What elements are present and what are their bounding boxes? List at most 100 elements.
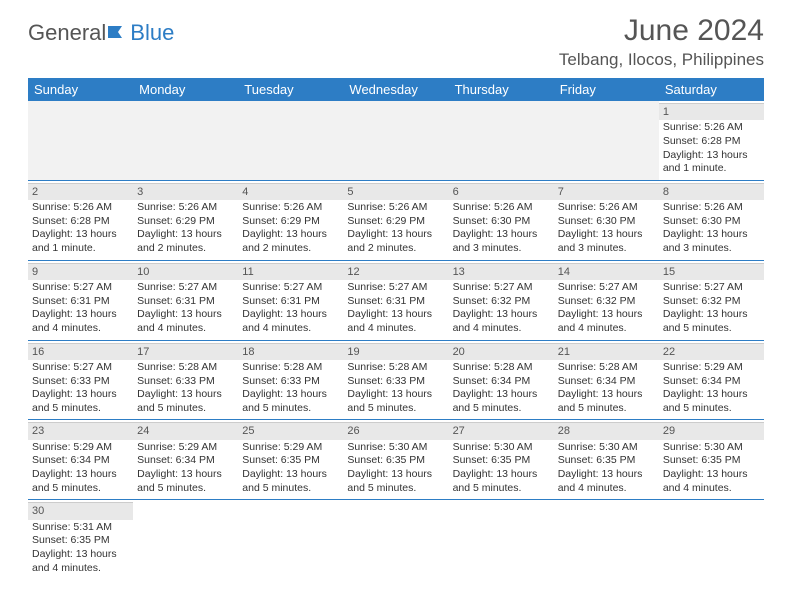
cell-line: Sunrise: 5:29 AM	[137, 441, 234, 455]
cell-line: Sunset: 6:33 PM	[347, 375, 444, 389]
cell-content: Sunrise: 5:27 AMSunset: 6:32 PMDaylight:…	[453, 281, 550, 336]
cell-content: Sunrise: 5:30 AMSunset: 6:35 PMDaylight:…	[347, 441, 444, 496]
calendar-cell: 23Sunrise: 5:29 AMSunset: 6:34 PMDayligh…	[28, 420, 133, 500]
day-number: 24	[133, 422, 238, 439]
cell-line: Sunrise: 5:28 AM	[453, 361, 550, 375]
weekday-header: Saturday	[659, 78, 764, 101]
calendar-row: 9Sunrise: 5:27 AMSunset: 6:31 PMDaylight…	[28, 260, 764, 340]
day-number: 28	[554, 422, 659, 439]
calendar-cell: 25 Sunrise: 5:29 AMSunset: 6:35 PMDayligh…	[238, 420, 343, 500]
day-number: 14	[554, 263, 659, 280]
cell-line: Daylight: 13 hours and 5 minutes.	[137, 468, 234, 495]
cell-line: Sunset: 6:31 PM	[32, 295, 129, 309]
cell-line: Daylight: 13 hours and 2 minutes.	[347, 228, 444, 255]
cell-line: Sunset: 6:34 PM	[558, 375, 655, 389]
cell-content: Sunrise: 5:31 AMSunset: 6:35 PMDaylight:…	[32, 521, 129, 576]
cell-line: Daylight: 13 hours and 5 minutes.	[558, 388, 655, 415]
cell-content: Sunrise: 5:29 AMSunset: 6:35 PMDaylight:…	[242, 441, 339, 496]
cell-line: Sunrise: 5:27 AM	[453, 281, 550, 295]
day-number: 7	[554, 183, 659, 200]
cell-content: Sunrise: 5:28 AMSunset: 6:33 PMDaylight:…	[347, 361, 444, 416]
day-number: 13	[449, 263, 554, 280]
calendar-cell: 12Sunrise: 5:27 AMSunset: 6:31 PMDayligh…	[343, 260, 448, 340]
cell-line: Daylight: 13 hours and 5 minutes.	[347, 468, 444, 495]
cell-line: Sunset: 6:33 PM	[137, 375, 234, 389]
day-number: 18	[238, 343, 343, 360]
cell-content: Sunrise: 5:27 AMSunset: 6:32 PMDaylight:…	[663, 281, 760, 336]
cell-line: Sunset: 6:35 PM	[347, 454, 444, 468]
calendar-cell	[659, 500, 764, 579]
cell-content: Sunrise: 5:26 AMSunset: 6:29 PMDaylight:…	[347, 201, 444, 256]
calendar-cell: 28Sunrise: 5:30 AMSunset: 6:35 PMDayligh…	[554, 420, 659, 500]
cell-line: Sunrise: 5:26 AM	[32, 201, 129, 215]
cell-line: Daylight: 13 hours and 4 minutes.	[137, 308, 234, 335]
calendar-cell: 3Sunrise: 5:26 AMSunset: 6:29 PMDaylight…	[133, 180, 238, 260]
cell-line: Daylight: 13 hours and 2 minutes.	[242, 228, 339, 255]
cell-line: Sunset: 6:31 PM	[347, 295, 444, 309]
cell-line: Daylight: 13 hours and 3 minutes.	[558, 228, 655, 255]
cell-line: Sunrise: 5:26 AM	[558, 201, 655, 215]
cell-line: Sunrise: 5:30 AM	[453, 441, 550, 455]
cell-line: Daylight: 13 hours and 1 minute.	[663, 149, 760, 176]
cell-line: Sunrise: 5:27 AM	[558, 281, 655, 295]
calendar-row: 1Sunrise: 5:26 AMSunset: 6:28 PMDaylight…	[28, 101, 764, 180]
calendar-cell	[133, 101, 238, 180]
cell-line: Sunset: 6:35 PM	[32, 534, 129, 548]
calendar-cell: 20Sunrise: 5:28 AMSunset: 6:34 PMDayligh…	[449, 340, 554, 420]
cell-content: Sunrise: 5:27 AMSunset: 6:33 PMDaylight:…	[32, 361, 129, 416]
day-number: 25	[238, 422, 343, 439]
cell-line: Daylight: 13 hours and 4 minutes.	[453, 308, 550, 335]
cell-content: Sunrise: 5:28 AMSunset: 6:33 PMDaylight:…	[242, 361, 339, 416]
cell-line: Sunset: 6:29 PM	[242, 215, 339, 229]
day-number: 8	[659, 183, 764, 200]
calendar-cell	[554, 101, 659, 180]
cell-line: Daylight: 13 hours and 5 minutes.	[347, 388, 444, 415]
day-number: 6	[449, 183, 554, 200]
header: General Blue June 2024 Telbang, Ilocos, …	[28, 14, 764, 70]
calendar-cell: 10Sunrise: 5:27 AMSunset: 6:31 PMDayligh…	[133, 260, 238, 340]
cell-line: Sunrise: 5:30 AM	[558, 441, 655, 455]
cell-line: Sunset: 6:35 PM	[663, 454, 760, 468]
day-number: 2	[28, 183, 133, 200]
calendar-cell	[449, 500, 554, 579]
calendar-cell: 29Sunrise: 5:30 AMSunset: 6:35 PMDayligh…	[659, 420, 764, 500]
cell-content: Sunrise: 5:29 AMSunset: 6:34 PMDaylight:…	[137, 441, 234, 496]
calendar-cell	[554, 500, 659, 579]
cell-line: Sunset: 6:32 PM	[558, 295, 655, 309]
cell-line: Daylight: 13 hours and 5 minutes.	[663, 388, 760, 415]
cell-line: Daylight: 13 hours and 1 minute.	[32, 228, 129, 255]
cell-line: Sunrise: 5:30 AM	[663, 441, 760, 455]
cell-line: Sunset: 6:28 PM	[32, 215, 129, 229]
day-number: 10	[133, 263, 238, 280]
cell-content: Sunrise: 5:27 AMSunset: 6:31 PMDaylight:…	[242, 281, 339, 336]
calendar-cell: 5Sunrise: 5:26 AMSunset: 6:29 PMDaylight…	[343, 180, 448, 260]
title-block: June 2024 Telbang, Ilocos, Philippines	[559, 14, 764, 70]
day-number: 4	[238, 183, 343, 200]
calendar-row: 23Sunrise: 5:29 AMSunset: 6:34 PMDayligh…	[28, 420, 764, 500]
day-number: 16	[28, 343, 133, 360]
day-number: 15	[659, 263, 764, 280]
calendar-cell: 27Sunrise: 5:30 AMSunset: 6:35 PMDayligh…	[449, 420, 554, 500]
logo-text-1: General	[28, 20, 106, 46]
cell-line: Sunset: 6:30 PM	[663, 215, 760, 229]
day-number: 19	[343, 343, 448, 360]
cell-line: Sunset: 6:35 PM	[453, 454, 550, 468]
cell-line: Sunrise: 5:26 AM	[137, 201, 234, 215]
cell-line: Sunrise: 5:26 AM	[242, 201, 339, 215]
calendar-cell: 15Sunrise: 5:27 AMSunset: 6:32 PMDayligh…	[659, 260, 764, 340]
cell-line: Daylight: 13 hours and 3 minutes.	[453, 228, 550, 255]
cell-content: Sunrise: 5:28 AMSunset: 6:33 PMDaylight:…	[137, 361, 234, 416]
weekday-header: Wednesday	[343, 78, 448, 101]
calendar-cell: 13Sunrise: 5:27 AMSunset: 6:32 PMDayligh…	[449, 260, 554, 340]
cell-line: Daylight: 13 hours and 2 minutes.	[137, 228, 234, 255]
cell-line: Sunrise: 5:28 AM	[347, 361, 444, 375]
cell-line: Sunset: 6:33 PM	[32, 375, 129, 389]
weekday-header: Sunday	[28, 78, 133, 101]
cell-content: Sunrise: 5:28 AMSunset: 6:34 PMDaylight:…	[453, 361, 550, 416]
day-number: 30	[28, 502, 133, 519]
cell-content: Sunrise: 5:26 AMSunset: 6:30 PMDaylight:…	[453, 201, 550, 256]
cell-line: Daylight: 13 hours and 5 minutes.	[137, 388, 234, 415]
cell-line: Daylight: 13 hours and 3 minutes.	[663, 228, 760, 255]
calendar-cell: 6Sunrise: 5:26 AMSunset: 6:30 PMDaylight…	[449, 180, 554, 260]
cell-content: Sunrise: 5:29 AMSunset: 6:34 PMDaylight:…	[663, 361, 760, 416]
